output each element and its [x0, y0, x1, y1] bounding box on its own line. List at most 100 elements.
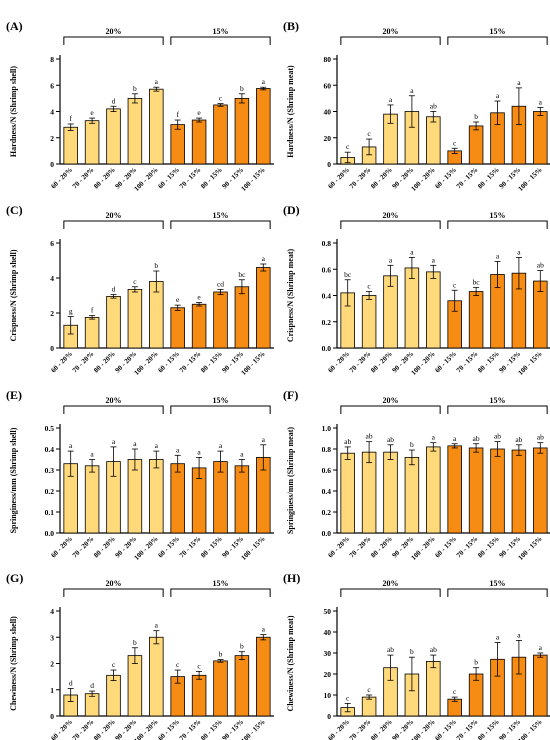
significance-letter: f	[91, 306, 94, 315]
significance-letter: f	[69, 114, 72, 123]
significance-letter: bc	[238, 270, 246, 279]
significance-letter: b	[133, 638, 137, 647]
group-label: 20%	[383, 579, 399, 588]
significance-letter: a	[90, 450, 94, 459]
bar	[533, 654, 548, 717]
significance-letter: b	[133, 84, 137, 93]
x-tick-label: 80 - 15%	[476, 166, 501, 191]
significance-letter: c	[346, 693, 350, 702]
group-label: 20%	[383, 27, 399, 36]
significance-letter: a	[410, 86, 414, 95]
y-tick-label: 0.0	[322, 344, 332, 353]
bar	[256, 267, 271, 349]
x-tick-label: 60 - 15%	[433, 166, 458, 191]
x-tick-label: 70 - 20%	[71, 350, 96, 375]
x-tick-label: 100 - 15%	[517, 718, 544, 740]
x-tick-label: 60 - 20%	[49, 350, 74, 375]
bar	[149, 636, 164, 717]
bar	[149, 459, 164, 534]
x-tick-label: 70 - 20%	[71, 166, 96, 191]
chart-panel: (F) 20% 15% 0.0 0.2 0.4 0.6 0.8 1.0 Springiness/m…	[283, 388, 550, 562]
significance-letter: a	[389, 95, 393, 104]
bar	[361, 696, 377, 717]
y-tick-label: 3	[50, 633, 54, 642]
bar	[447, 698, 462, 717]
y-tick-label: 4	[50, 607, 54, 616]
bar	[383, 451, 398, 534]
group-label: 15%	[213, 211, 229, 220]
significance-letter: a	[496, 633, 500, 642]
x-tick-label: 60 - 15%	[433, 350, 458, 375]
y-tick-label: 0.0	[322, 529, 332, 538]
y-tick-label: 2	[50, 309, 54, 318]
significance-letter: e	[90, 108, 94, 117]
bar	[63, 126, 78, 165]
significance-letter: c	[346, 142, 350, 151]
significance-letter: ab	[537, 433, 544, 442]
group-label: 15%	[490, 211, 506, 220]
chart-panel: (D) 20% 15% 0.0 0.2 0.4 0.6 0.8 Crispness/N (Shr…	[283, 203, 550, 377]
panel-label: (A)	[6, 19, 23, 33]
bar	[127, 97, 143, 165]
y-tick-label: 20	[324, 670, 332, 679]
bar	[170, 124, 185, 165]
bar	[84, 465, 100, 534]
significance-letter: c	[176, 660, 180, 669]
significance-letter: a	[133, 439, 137, 448]
chart-panel: (G) 20% 15% 0 1 2 3 4 Chewiness/N (Shrimp shell)…	[6, 571, 274, 740]
x-tick-label: 70 - 20%	[348, 350, 373, 375]
bar	[468, 447, 484, 534]
significance-letter: b	[240, 642, 244, 651]
bar	[404, 456, 420, 534]
significance-letter: a	[389, 255, 393, 264]
x-tick-label: 80 - 15%	[199, 166, 224, 191]
y-tick-label: 2	[50, 660, 54, 669]
bar	[234, 655, 250, 717]
bar	[361, 451, 377, 534]
y-tick-label: 0.8	[322, 445, 332, 454]
group-bracket	[340, 405, 441, 414]
y-tick-label: 50	[324, 607, 332, 616]
group-label: 20%	[106, 211, 122, 220]
x-tick-label: 60 - 20%	[49, 166, 74, 191]
significance-letter: c	[453, 138, 457, 147]
group-label: 15%	[213, 579, 229, 588]
significance-letter: ab	[473, 434, 480, 443]
panel-label: (F)	[283, 388, 298, 402]
group-bracket	[63, 220, 164, 229]
x-tick-label: 80 - 15%	[199, 535, 224, 560]
significance-letter: a	[112, 437, 116, 446]
significance-letter: b	[219, 650, 223, 659]
significance-letter: c	[112, 660, 116, 669]
y-tick-label: 0.0	[45, 529, 55, 538]
y-tick-label: 0.2	[322, 318, 332, 327]
x-tick-label: 60 - 15%	[156, 535, 181, 560]
significance-letter: ab	[537, 261, 544, 270]
group-bracket	[447, 36, 548, 45]
x-tick-label: 60 - 15%	[156, 350, 181, 375]
group-bracket	[447, 220, 548, 229]
bar	[361, 295, 377, 349]
y-tick-label: 10	[324, 691, 332, 700]
x-tick-label: 60 - 20%	[326, 166, 351, 191]
significance-letter: ab	[366, 432, 373, 441]
significance-letter: c	[197, 661, 201, 670]
x-tick-label: 80 - 20%	[92, 535, 117, 560]
significance-letter: b	[410, 440, 414, 449]
significance-letter: e	[197, 108, 201, 117]
y-tick-label: 0.2	[322, 508, 332, 517]
significance-letter: a	[155, 77, 159, 86]
bar	[533, 111, 548, 165]
y-tick-label: 0.6	[322, 265, 332, 274]
bar	[84, 316, 100, 349]
x-tick-label: 70 - 20%	[348, 535, 373, 560]
group-label: 15%	[213, 27, 229, 36]
panel-label: (D)	[283, 203, 300, 217]
y-tick-label: 30	[324, 649, 332, 658]
y-tick-label: 0	[50, 160, 54, 169]
group-bracket	[170, 36, 271, 45]
bar	[234, 286, 250, 349]
significance-letter: a	[453, 434, 457, 443]
y-tick-label: 80	[324, 55, 332, 64]
bar	[426, 116, 441, 165]
